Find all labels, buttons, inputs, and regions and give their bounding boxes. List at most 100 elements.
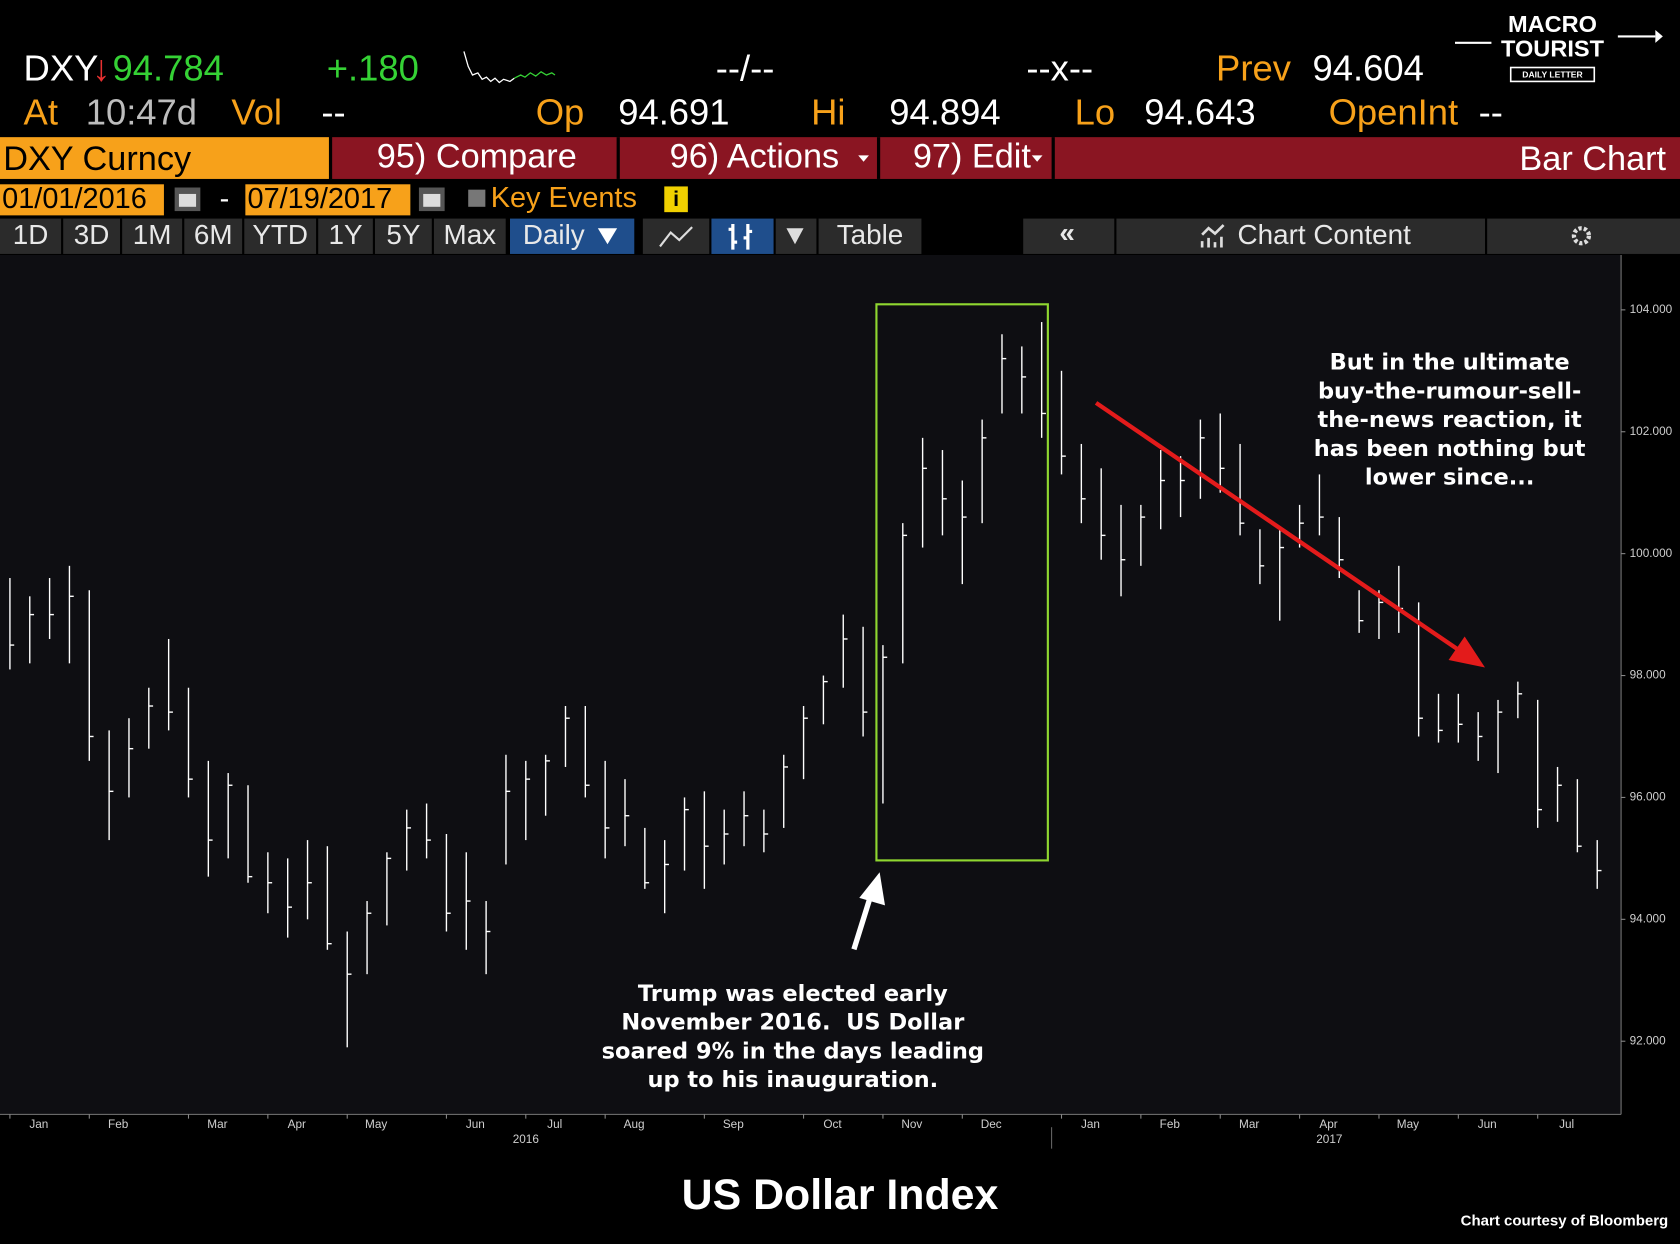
annotation-line: But in the ultimate bbox=[1330, 350, 1570, 376]
period-button[interactable] bbox=[0, 218, 62, 254]
end-date: 07/19/2017 bbox=[248, 183, 393, 215]
dropdown-icon bbox=[1031, 155, 1043, 162]
x-year-label: 2017 bbox=[1316, 1133, 1342, 1146]
x-year-label: 2016 bbox=[513, 1133, 540, 1146]
line-chart-icon bbox=[659, 226, 693, 248]
date-input[interactable] bbox=[0, 184, 164, 216]
period-label: 1D bbox=[13, 219, 49, 250]
change: +.180 bbox=[327, 47, 419, 88]
menu-edit[interactable]: 97) Edit bbox=[913, 138, 1032, 176]
x-tick-label: Feb bbox=[108, 1118, 129, 1131]
annotation-line: up to his inauguration. bbox=[647, 1067, 938, 1093]
chart-content-button[interactable] bbox=[1116, 218, 1485, 254]
key-events[interactable]: Key Events bbox=[491, 182, 637, 214]
open-interest: -- bbox=[1479, 91, 1503, 132]
prev: 94.604 bbox=[1313, 47, 1424, 88]
info-button[interactable] bbox=[664, 186, 688, 213]
security: DXY Curncy bbox=[3, 140, 192, 178]
chart-title: US Dollar Index bbox=[682, 1171, 999, 1219]
ticker: DXY bbox=[24, 47, 99, 88]
dropdown-icon bbox=[786, 228, 804, 245]
direction: ↓ bbox=[92, 47, 110, 88]
bar-chart-button[interactable] bbox=[711, 218, 774, 254]
period-label: 5Y bbox=[386, 219, 420, 250]
x-tick-label: Mar bbox=[1239, 1118, 1259, 1131]
period-button[interactable] bbox=[244, 218, 317, 254]
annotation-line: the-news reaction, it bbox=[1317, 407, 1582, 433]
open-label: Op bbox=[536, 91, 585, 132]
logo-line: MACRO bbox=[1508, 11, 1597, 37]
x-tick-label: Apr bbox=[1319, 1118, 1337, 1131]
y-tick-label: 102.000 bbox=[1630, 425, 1673, 438]
x-tick-label: Mar bbox=[207, 1118, 227, 1131]
period-button[interactable] bbox=[63, 218, 120, 254]
plot: 92.000 94.000 96.000 98.000 100.000 102.000 10… bbox=[9, 303, 1673, 1149]
annotation-line: Trump was elected early bbox=[638, 981, 948, 1007]
toolbar: 1D 3D 1M 6M YTD 1Y 5Y Max Daily Table « Chart Conte… bbox=[0, 217, 1680, 254]
period-button[interactable] bbox=[375, 218, 432, 254]
calendar-icon[interactable] bbox=[418, 187, 445, 212]
menu-bar bbox=[332, 137, 1680, 179]
annotation-line: November 2016. US Dollar bbox=[621, 1010, 965, 1036]
x-tick-label: Nov bbox=[901, 1118, 922, 1131]
y-tick-label: 94.000 bbox=[1630, 912, 1666, 925]
logo: MACRO TOURIST DAILY LETTER bbox=[1455, 11, 1663, 83]
annotation-line: soared 9% in the days leading bbox=[602, 1038, 984, 1064]
x-tick-label: May bbox=[365, 1118, 387, 1131]
low: 94.643 bbox=[1144, 91, 1255, 132]
table-button[interactable] bbox=[818, 218, 922, 254]
low-label: Lo bbox=[1075, 91, 1115, 132]
back-button[interactable] bbox=[1023, 218, 1115, 254]
settings-button[interactable] bbox=[1487, 218, 1680, 254]
period-label: Max bbox=[444, 219, 497, 250]
start-date: 01/01/2016 bbox=[2, 183, 147, 215]
annotation-line: has been nothing but bbox=[1314, 436, 1586, 462]
plot-area bbox=[0, 255, 1622, 1115]
chart-content-label: Chart Content bbox=[1238, 219, 1412, 250]
annotation-line: lower since... bbox=[1365, 465, 1535, 491]
highlight-box bbox=[875, 303, 1049, 862]
frequency-button[interactable] bbox=[510, 218, 635, 254]
period-label: 3D bbox=[74, 219, 110, 250]
x-tick-label: Jul bbox=[547, 1118, 562, 1131]
open: 94.691 bbox=[618, 91, 729, 132]
x-tick-label: Jun bbox=[466, 1118, 485, 1131]
settings-icon bbox=[1571, 226, 1592, 246]
dropdown-icon bbox=[597, 228, 618, 245]
size: --x-- bbox=[1026, 47, 1093, 88]
calendar-icon[interactable] bbox=[174, 187, 201, 212]
back-label: « bbox=[1059, 217, 1074, 248]
period-button[interactable] bbox=[122, 218, 183, 254]
trend-arrow bbox=[1094, 401, 1485, 668]
period-button[interactable] bbox=[184, 218, 243, 254]
x-tick-label: Oct bbox=[823, 1118, 842, 1131]
y-tick-label: 98.000 bbox=[1630, 669, 1666, 682]
menu-compare[interactable]: 95) Compare bbox=[377, 138, 577, 176]
logo-arrow-head bbox=[1655, 30, 1663, 43]
x-tick-label: Jun bbox=[1478, 1118, 1497, 1131]
x-tick-label: Jan bbox=[29, 1118, 48, 1131]
date-input[interactable] bbox=[245, 184, 411, 216]
source: Chart courtesy of Bloomberg bbox=[1461, 1212, 1669, 1229]
period-button[interactable] bbox=[433, 218, 506, 254]
security-box[interactable] bbox=[0, 137, 329, 179]
x-tick-label: Aug bbox=[624, 1118, 645, 1131]
x-tick-label: Apr bbox=[288, 1118, 306, 1131]
y-tick-label: 100.000 bbox=[1630, 547, 1673, 560]
last-price: 94.784 bbox=[113, 47, 224, 88]
high-label: Hi bbox=[811, 91, 845, 132]
table-label: Table bbox=[837, 219, 904, 250]
period-button[interactable] bbox=[318, 218, 373, 254]
logo-tag-box bbox=[1509, 66, 1596, 83]
vol: -- bbox=[321, 91, 345, 132]
high: 94.894 bbox=[889, 91, 1000, 132]
time-label: At bbox=[24, 91, 58, 132]
menu-actions[interactable]: 96) Actions bbox=[670, 138, 840, 176]
x-tick-label: Sep bbox=[723, 1118, 744, 1131]
annotations: Trump was elected early November 2016. US… bbox=[602, 350, 1586, 1093]
frequency-label: Daily bbox=[523, 219, 585, 250]
checkbox[interactable] bbox=[468, 189, 486, 207]
dropdown-icon bbox=[858, 155, 869, 162]
pointer-arrow bbox=[851, 872, 885, 951]
